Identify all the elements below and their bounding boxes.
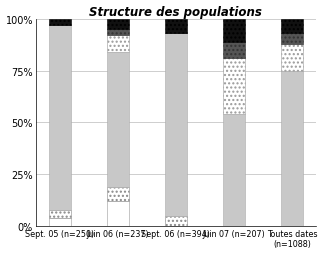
Bar xyxy=(48,218,71,226)
Bar xyxy=(223,42,245,59)
Bar xyxy=(48,210,71,218)
Bar xyxy=(223,20,245,42)
Title: Structure des populations: Structure des populations xyxy=(89,6,262,19)
Bar xyxy=(107,20,129,30)
Bar xyxy=(165,216,187,226)
Bar xyxy=(165,34,187,216)
Bar xyxy=(281,44,303,71)
Bar xyxy=(281,71,303,226)
Bar xyxy=(281,20,303,34)
Bar xyxy=(107,53,129,187)
Bar xyxy=(107,202,129,226)
Bar xyxy=(223,115,245,226)
Bar xyxy=(281,34,303,44)
Bar xyxy=(48,20,71,26)
Bar xyxy=(48,26,71,210)
Bar xyxy=(107,30,129,36)
Bar xyxy=(107,187,129,202)
Bar xyxy=(107,36,129,53)
Bar xyxy=(223,59,245,115)
Bar xyxy=(165,20,187,34)
